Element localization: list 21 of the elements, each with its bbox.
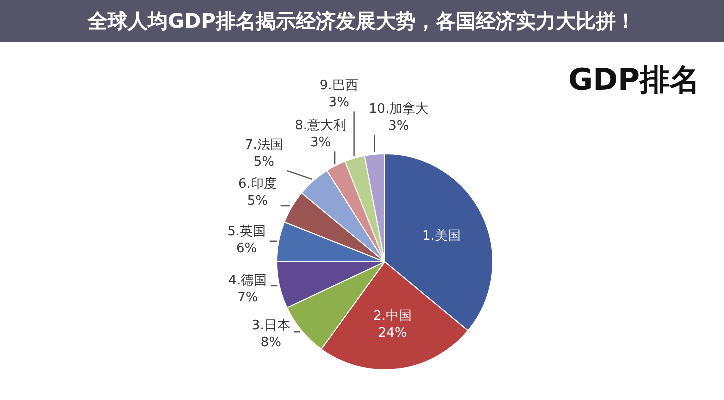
chart-title: 全球人均GDP排名揭示经济发展大势，各国经济实力大比拼！ — [87, 9, 636, 33]
data-label: 24% — [378, 326, 408, 342]
slice-label: 6.印度 — [238, 176, 277, 192]
data-label: 3% — [388, 118, 410, 134]
data-label: 6% — [236, 241, 258, 256]
slice-label: 9.巴西 — [320, 78, 358, 94]
slice-label: 3.日本 — [252, 318, 290, 334]
data-label: 3% — [310, 136, 332, 151]
data-label: 3% — [328, 96, 350, 111]
data-label: 5% — [254, 154, 274, 170]
data-label: 5% — [247, 194, 268, 210]
data-label: 7% — [238, 290, 258, 306]
slice-label: 7.法国 — [244, 138, 284, 153]
text: GDP排名 — [568, 63, 700, 98]
slice-label: 4.德国 — [228, 274, 268, 289]
slice-label: 10.加拿大 — [369, 102, 429, 117]
slice-label: 8.意大利 — [295, 118, 346, 134]
slice-label: 2.中国 — [374, 309, 412, 324]
data-label: 8% — [260, 335, 282, 350]
slice-label: 1.美国 — [422, 228, 461, 244]
slice-label: 5.英国 — [228, 224, 266, 240]
